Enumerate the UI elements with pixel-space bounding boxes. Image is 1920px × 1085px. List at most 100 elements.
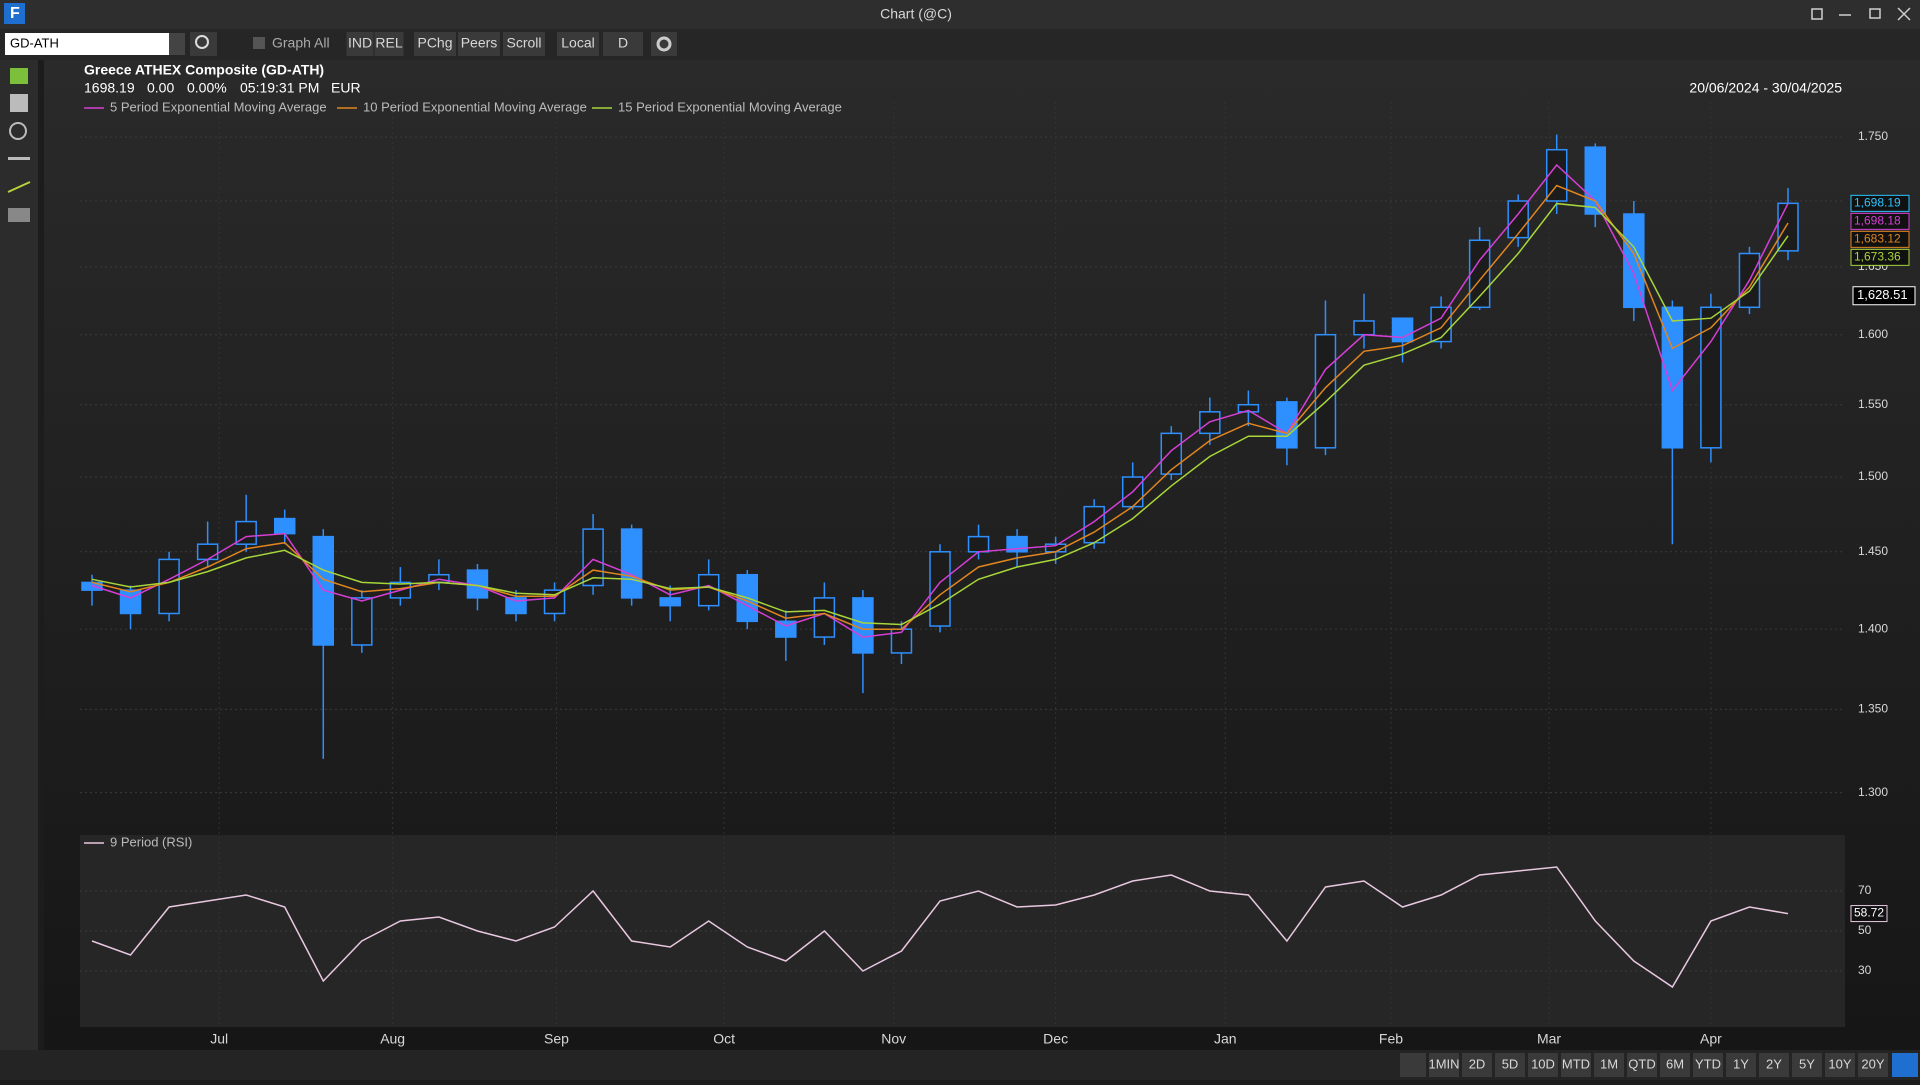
x-tick-label: Nov <box>881 1031 906 1047</box>
side-toolbar <box>0 60 38 1050</box>
period-button[interactable] <box>1429 1053 1459 1077</box>
x-tick-label: Apr <box>1700 1031 1722 1047</box>
x-tick-label: Dec <box>1043 1031 1068 1047</box>
period-label: 6M <box>1666 1056 1684 1071</box>
candle-body <box>620 528 643 599</box>
period-button[interactable] <box>1594 1053 1624 1077</box>
y-tick-label: 1.500 <box>1858 469 1888 483</box>
candle-body <box>1623 213 1645 309</box>
candle-body <box>852 597 874 654</box>
period-label: 1M <box>1600 1056 1618 1071</box>
candle-body <box>196 543 219 561</box>
search-icon <box>195 35 209 49</box>
last-value-box <box>1850 248 1910 266</box>
candle-body <box>1160 432 1183 475</box>
period-button[interactable] <box>1627 1053 1657 1077</box>
settings-icon <box>656 36 672 52</box>
toolbar-button[interactable] <box>557 32 599 56</box>
toolbar-button[interactable] <box>346 32 374 56</box>
toolbar-button-label: PChg <box>417 35 452 51</box>
candle-body <box>543 589 566 615</box>
candle-body <box>505 597 527 615</box>
last-value-label: 1,673.36 <box>1854 250 1901 264</box>
draw-tool-button[interactable] <box>1400 1053 1426 1077</box>
period-button[interactable] <box>1858 1053 1888 1077</box>
period-label: QTD <box>1628 1056 1655 1071</box>
x-tick-label: Aug <box>380 1031 405 1047</box>
candle-body <box>1777 202 1799 252</box>
candle-body <box>1083 505 1105 544</box>
rsi-last-label: 58.72 <box>1854 906 1884 920</box>
x-tick-label: Sep <box>544 1031 569 1047</box>
x-tick-label: Jul <box>210 1031 228 1047</box>
rsi-tick-label: 30 <box>1858 963 1872 977</box>
toolbar-button-label: IND <box>348 35 372 51</box>
calendar-button[interactable] <box>1892 1053 1918 1077</box>
legend-label: 9 Period (RSI) <box>110 834 192 849</box>
symbol-input[interactable] <box>5 33 169 55</box>
y-tick-label: 1.450 <box>1858 544 1888 558</box>
x-tick-label: Jan <box>1214 1031 1237 1047</box>
candle-body <box>1237 403 1260 413</box>
x-tick-label: Mar <box>1537 1031 1561 1047</box>
graph-all-label: Graph All <box>272 35 330 51</box>
toolbar <box>0 29 1920 60</box>
candle-body <box>582 528 604 587</box>
candle-body <box>1661 306 1684 449</box>
toolbar-button[interactable] <box>414 32 456 56</box>
period-button[interactable] <box>1825 1053 1855 1077</box>
toolbar-button[interactable] <box>603 32 643 56</box>
side-icons[interactable] <box>7 68 31 222</box>
ema-line <box>91 184 1789 630</box>
quote-field: 1698.19 <box>84 80 135 96</box>
quote-field: 0.00% <box>187 80 227 96</box>
app-logo <box>4 3 25 24</box>
y-tick-label: 1.400 <box>1858 621 1888 635</box>
period-button[interactable] <box>1759 1053 1789 1077</box>
candle-body <box>235 520 257 545</box>
rsi-tick-label: 70 <box>1858 883 1872 897</box>
period-button[interactable] <box>1792 1053 1822 1077</box>
period-label: MTD <box>1562 1056 1590 1071</box>
settings-button[interactable] <box>651 32 677 56</box>
candle-body <box>158 558 180 615</box>
period-button[interactable] <box>1462 1053 1492 1077</box>
period-label: 20Y <box>1861 1056 1884 1071</box>
y-tick-label: 1.600 <box>1858 327 1888 341</box>
toolbar-button-label: Local <box>561 35 594 51</box>
rsi-line <box>91 866 1789 989</box>
period-label: 2Y <box>1766 1056 1782 1071</box>
period-label: 5D <box>1502 1056 1519 1071</box>
last-value-label: 1,698.19 <box>1854 196 1901 210</box>
y-tick-label: 1.350 <box>1858 702 1888 716</box>
period-button[interactable] <box>1495 1053 1525 1077</box>
period-button[interactable] <box>1561 1053 1591 1077</box>
period-button[interactable] <box>1693 1053 1723 1077</box>
candle-body <box>273 517 296 535</box>
period-button[interactable] <box>1528 1053 1558 1077</box>
candle-body <box>1353 320 1375 336</box>
period-label: 5Y <box>1799 1056 1815 1071</box>
last-value-box <box>1850 230 1910 248</box>
legend-label: 5 Period Exponential Moving Average <box>110 99 327 114</box>
toolbar-button[interactable] <box>374 32 404 56</box>
symbol-text: GD-ATH <box>10 35 59 50</box>
period-label: 1Y <box>1733 1056 1749 1071</box>
window-controls[interactable] <box>1811 7 1911 21</box>
period-button[interactable] <box>1726 1053 1756 1077</box>
toolbar-button[interactable] <box>458 32 500 56</box>
toolbar-button[interactable] <box>503 32 545 56</box>
symbol-dropdown[interactable] <box>169 33 185 55</box>
title-bar <box>0 0 1920 29</box>
period-label: 10Y <box>1828 1056 1851 1071</box>
period-label: 1MIN <box>1428 1056 1459 1071</box>
date-range: 20/06/2024 - 30/04/2025 <box>1689 80 1842 96</box>
candle-body <box>1507 200 1529 239</box>
app-logo-letter: F <box>10 5 20 22</box>
rsi-tick-label: 50 <box>1858 923 1872 937</box>
period-button[interactable] <box>1660 1053 1690 1077</box>
last-value-label: 1,683.12 <box>1854 232 1901 246</box>
quote-field: 0.00 <box>147 80 174 96</box>
graph-all-checkbox[interactable] <box>253 37 265 49</box>
